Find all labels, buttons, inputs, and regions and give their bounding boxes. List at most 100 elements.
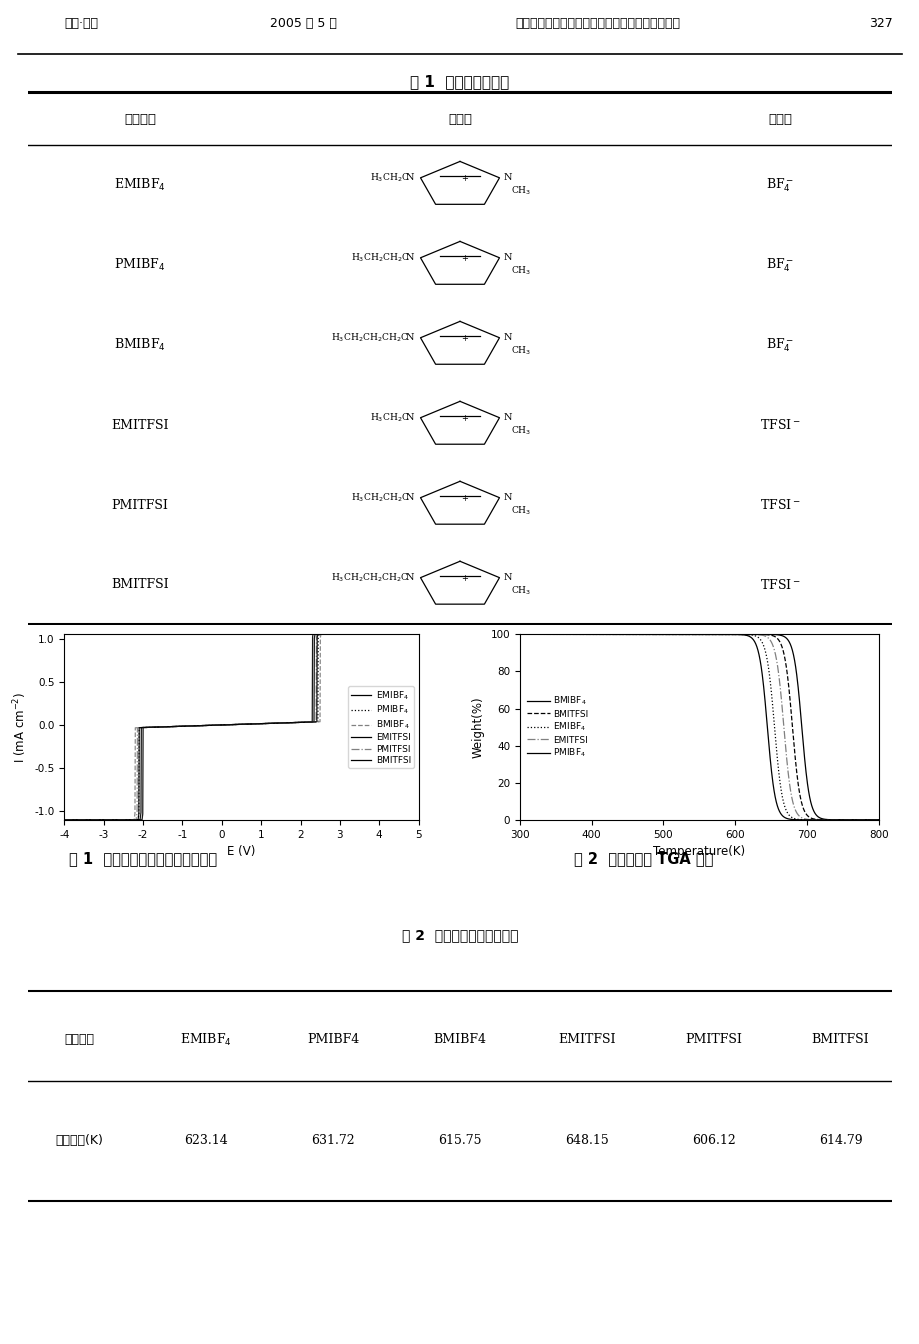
Text: H$_3$CH$_2$CH$_2$CH$_2$C: H$_3$CH$_2$CH$_2$CH$_2$C <box>331 332 409 344</box>
BMITFSI <box>872 812 883 828</box>
BMIBF$_4$ <box>672 626 683 642</box>
EMIBF$_4$ <box>514 626 525 642</box>
PMIBF$_4$ <box>760 706 771 722</box>
Text: 离子液体: 离子液体 <box>124 113 156 126</box>
Text: N: N <box>504 573 512 582</box>
Text: +: + <box>460 173 467 183</box>
Text: CH$_3$: CH$_3$ <box>510 425 530 437</box>
Text: 阴离子: 阴离子 <box>767 113 791 126</box>
PMIBF$_4$ <box>872 812 883 828</box>
Text: N: N <box>404 333 414 343</box>
EMITFSI <box>514 626 525 642</box>
Text: N: N <box>504 493 512 503</box>
Text: BMIBF$_4$: BMIBF$_4$ <box>114 337 165 353</box>
Text: N: N <box>404 413 414 422</box>
Text: EMIBF$_4$: EMIBF$_4$ <box>180 1032 232 1048</box>
Line: PMIBF$_4$: PMIBF$_4$ <box>519 634 878 820</box>
Text: N: N <box>504 253 512 262</box>
BMIBF$_4$ <box>793 694 804 710</box>
Text: N: N <box>504 413 512 422</box>
Y-axis label: I (mA cm$^{-2}$): I (mA cm$^{-2}$) <box>11 692 28 762</box>
PMIBF$_4$ <box>800 812 811 828</box>
BMITFSI <box>550 626 562 642</box>
Text: +: + <box>460 414 467 423</box>
EMITFSI <box>800 810 811 827</box>
EMITFSI <box>760 629 771 645</box>
Line: BMITFSI: BMITFSI <box>519 634 878 820</box>
Text: H$_3$CH$_2$CH$_2$C: H$_3$CH$_2$CH$_2$C <box>350 251 409 263</box>
Text: N: N <box>404 493 414 503</box>
PMIBF$_4$ <box>659 626 670 642</box>
Text: EMIBF$_4$: EMIBF$_4$ <box>114 177 165 194</box>
X-axis label: Temperature(K): Temperature(K) <box>652 845 744 857</box>
Text: 606.12: 606.12 <box>691 1134 735 1148</box>
Text: 2005 年 5 月: 2005 年 5 月 <box>270 17 336 30</box>
Text: EMITFSI: EMITFSI <box>558 1034 615 1047</box>
Text: N: N <box>504 333 512 343</box>
PMIBF$_4$ <box>793 812 804 828</box>
Text: TFSI$^-$: TFSI$^-$ <box>759 578 800 591</box>
Text: H$_3$CH$_2$CH$_2$CH$_2$C: H$_3$CH$_2$CH$_2$CH$_2$C <box>331 571 409 583</box>
Text: 图 2  离子液体的 TGA 曲线: 图 2 离子液体的 TGA 曲线 <box>573 851 713 867</box>
BMITFSI <box>800 806 811 823</box>
Text: CH$_3$: CH$_3$ <box>510 585 530 597</box>
PMIBF$_4$ <box>550 626 562 642</box>
Text: TFSI$^-$: TFSI$^-$ <box>759 499 800 512</box>
EMIBF$_4$ <box>760 646 771 663</box>
Text: +: + <box>460 333 467 343</box>
EMIBF$_4$ <box>872 812 883 828</box>
Text: +: + <box>460 254 467 263</box>
Line: EMITFSI: EMITFSI <box>519 634 878 820</box>
PMIBF$_4$ <box>672 626 683 642</box>
Text: 中国·长沙: 中国·长沙 <box>64 17 98 30</box>
Text: BMITFSI: BMITFSI <box>811 1034 868 1047</box>
Text: 631.72: 631.72 <box>311 1134 355 1148</box>
Text: BF$_4^-$: BF$_4^-$ <box>766 176 793 194</box>
Text: BMITFSI: BMITFSI <box>111 578 169 591</box>
BMITFSI <box>672 626 683 642</box>
EMITFSI <box>672 626 683 642</box>
EMIBF$_4$ <box>550 626 562 642</box>
BMIBF$_4$ <box>872 812 883 828</box>
BMIBF$_4$ <box>514 626 525 642</box>
EMIBF$_4$ <box>659 626 670 642</box>
EMITFSI <box>659 626 670 642</box>
BMIBF$_4$ <box>550 626 562 642</box>
Text: 阳离子: 阳离子 <box>448 113 471 126</box>
Text: 327: 327 <box>868 17 891 30</box>
BMIBF$_4$ <box>659 626 670 642</box>
EMIBF$_4$ <box>793 812 804 828</box>
Text: H$_3$CH$_2$C: H$_3$CH$_2$C <box>369 172 409 184</box>
Text: EMITFSI: EMITFSI <box>111 418 168 431</box>
Text: H$_3$CH$_2$C: H$_3$CH$_2$C <box>369 411 409 423</box>
Text: 623.14: 623.14 <box>184 1134 228 1148</box>
Legend: BMIBF$_4$, BMITFSI, EMIBF$_4$, EMITFSI, PMIBF$_4$: BMIBF$_4$, BMITFSI, EMIBF$_4$, EMITFSI, … <box>524 692 591 762</box>
Text: 615.75: 615.75 <box>437 1134 482 1148</box>
Text: BF$_4^-$: BF$_4^-$ <box>766 257 793 274</box>
Line: BMIBF$_4$: BMIBF$_4$ <box>519 634 878 820</box>
BMITFSI <box>760 626 771 642</box>
EMITFSI <box>872 812 883 828</box>
Legend: EMIBF$_4$, PMIBF$_4$, BMIBF$_4$, EMITFSI, PMITFSI, BMITFSI: EMIBF$_4$, PMIBF$_4$, BMIBF$_4$, EMITFSI… <box>347 685 414 769</box>
BMITFSI <box>793 785 804 801</box>
Text: CH$_3$: CH$_3$ <box>510 265 530 277</box>
Text: 图 1  离子液体的线性扫描伏安曲线: 图 1 离子液体的线性扫描伏安曲线 <box>68 851 217 867</box>
Text: 中国储能电池与动力电池及其关键材料学术研讨会: 中国储能电池与动力电池及其关键材料学术研讨会 <box>515 17 680 30</box>
Text: 表 2  离子液体的电化学窗口: 表 2 离子液体的电化学窗口 <box>402 927 517 942</box>
BMIBF$_4$ <box>760 626 771 642</box>
Text: +: + <box>460 493 467 503</box>
EMIBF$_4$ <box>800 812 811 828</box>
Text: CH$_3$: CH$_3$ <box>510 504 530 517</box>
Text: BF$_4^-$: BF$_4^-$ <box>766 336 793 353</box>
EMITFSI <box>550 626 562 642</box>
Text: 离子液体: 离子液体 <box>64 1034 95 1047</box>
BMITFSI <box>659 626 670 642</box>
Text: 分解温度(K): 分解温度(K) <box>55 1134 103 1148</box>
Y-axis label: Weight(%): Weight(%) <box>471 696 484 758</box>
Text: CH$_3$: CH$_3$ <box>510 184 530 198</box>
Text: PMITFSI: PMITFSI <box>685 1034 742 1047</box>
Text: N: N <box>404 253 414 262</box>
X-axis label: E (V): E (V) <box>227 845 255 857</box>
Text: PMIBF$_4$: PMIBF$_4$ <box>114 257 165 273</box>
Text: PMITFSI: PMITFSI <box>111 499 168 512</box>
